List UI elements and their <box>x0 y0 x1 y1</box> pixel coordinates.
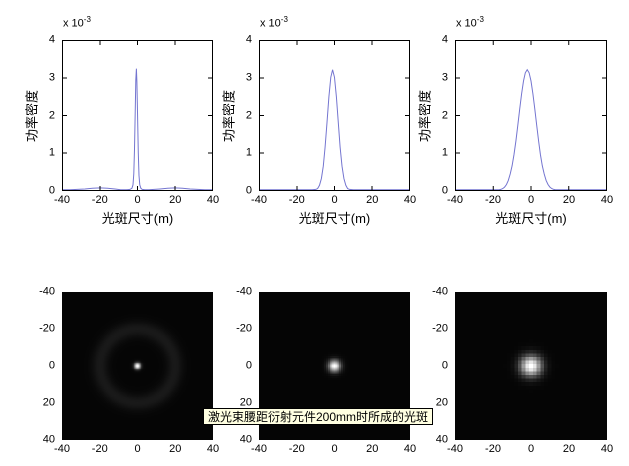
tick-label: 20 <box>366 443 379 455</box>
exponent-power: -3 <box>476 15 484 24</box>
x-tick-labels: -40 -20 0 20 40 <box>251 443 416 456</box>
tick-label: 0 <box>245 184 252 197</box>
tick-label: -20 <box>288 443 305 455</box>
tick-label: 40 <box>403 443 417 455</box>
tick-label: -20 <box>485 194 501 206</box>
x-axis-label: 光斑尺寸(m) <box>298 211 371 226</box>
tick-label: 3 <box>48 71 55 84</box>
tick-label: 1 <box>441 146 448 159</box>
x-tick-labels: -40 -20 0 20 40 <box>54 443 219 456</box>
tick-label: -20 <box>485 443 501 455</box>
tick-label: 20 <box>169 443 182 455</box>
tick-label: 20 <box>239 396 252 409</box>
tick-label: 2 <box>441 109 448 121</box>
spot-intensity-map <box>455 292 607 440</box>
tick-label: 0 <box>331 443 338 455</box>
tick-label: -40 <box>251 443 267 455</box>
tick-label: 0 <box>134 443 141 455</box>
tick-label: -40 <box>432 285 448 298</box>
x-tick-labels: -40 -20 0 20 40 <box>54 194 219 207</box>
tick-label: 40 <box>403 194 417 206</box>
tick-label: 4 <box>245 33 252 46</box>
x-axis-label: 光斑尺寸(m) <box>495 211 567 226</box>
tick-label: 0 <box>331 194 338 206</box>
tick-label: 20 <box>562 443 576 455</box>
tick-label: 1 <box>48 146 55 159</box>
spot-image-1: -40 -20 0 20 40 -40 -20 0 20 40 <box>39 286 219 455</box>
tick-label: 20 <box>42 396 55 409</box>
tick-label: -20 <box>288 194 305 206</box>
exponent-base: x 10 <box>456 17 477 30</box>
tick-label: -40 <box>236 285 252 298</box>
tick-label: -40 <box>251 194 267 206</box>
tick-label: 0 <box>441 359 448 372</box>
tick-label: 40 <box>600 443 614 455</box>
tick-label: -20 <box>91 194 108 206</box>
plot-area <box>455 40 607 191</box>
tick-label: 20 <box>366 194 379 206</box>
tick-label: -20 <box>39 322 55 335</box>
tick-label: -40 <box>39 285 55 298</box>
y-axis-exponent: x 10-3 <box>260 15 288 30</box>
tick-label: 0 <box>527 443 535 455</box>
tick-label: 3 <box>245 71 252 84</box>
tick-label: -40 <box>447 443 463 455</box>
tick-label: 4 <box>441 33 448 46</box>
tick-label: -20 <box>91 443 108 455</box>
tick-label: 40 <box>42 433 55 446</box>
tick-label: 40 <box>239 433 252 446</box>
tick-label: 0 <box>441 184 448 197</box>
tick-label: 40 <box>206 443 220 455</box>
tick-label: -40 <box>54 194 70 206</box>
tick-label: 20 <box>435 396 448 409</box>
exponent-power: -3 <box>280 15 288 24</box>
tick-label: 0 <box>48 359 55 372</box>
plot-area <box>62 40 213 191</box>
tick-label: 0 <box>48 184 55 197</box>
tick-label: 40 <box>600 194 614 206</box>
spot-intensity-map <box>62 292 213 440</box>
tick-label: 3 <box>441 71 448 84</box>
x-tick-labels: -40 -20 0 20 40 <box>447 194 613 207</box>
tick-label: 2 <box>245 109 252 121</box>
x-tick-labels: -40 -20 0 20 40 <box>251 194 416 207</box>
tick-label: 20 <box>169 194 182 206</box>
tick-label: 1 <box>245 146 252 159</box>
x-axis-label: 光斑尺寸(m) <box>101 211 174 226</box>
tick-label: 0 <box>527 194 535 206</box>
tick-label: 40 <box>206 194 220 206</box>
y-axis-exponent: x 10-3 <box>63 15 91 30</box>
y-axis-exponent: x 10-3 <box>456 15 484 30</box>
tick-label: 40 <box>435 433 448 446</box>
tick-label: -20 <box>236 322 252 335</box>
exponent-base: x 10 <box>63 17 84 30</box>
exponent-base: x 10 <box>260 17 281 30</box>
tick-label: 20 <box>562 194 576 206</box>
tick-label: 0 <box>245 359 252 372</box>
tick-label: -20 <box>432 322 448 335</box>
tick-label: -40 <box>54 443 70 455</box>
tick-label: 0 <box>134 194 141 206</box>
tick-label: 4 <box>48 33 55 46</box>
tick-label: -40 <box>447 194 463 206</box>
x-tick-labels: -40 -20 0 20 40 <box>447 443 613 456</box>
exponent-power: -3 <box>83 15 91 24</box>
tooltip: 激光束腰距衍射元件200mm时所成的光斑 <box>203 408 434 425</box>
plot-area <box>259 40 410 191</box>
spot-image-3: -40 -20 0 20 40 -40 -20 0 20 40 <box>432 286 613 455</box>
tick-label: 2 <box>48 109 55 121</box>
